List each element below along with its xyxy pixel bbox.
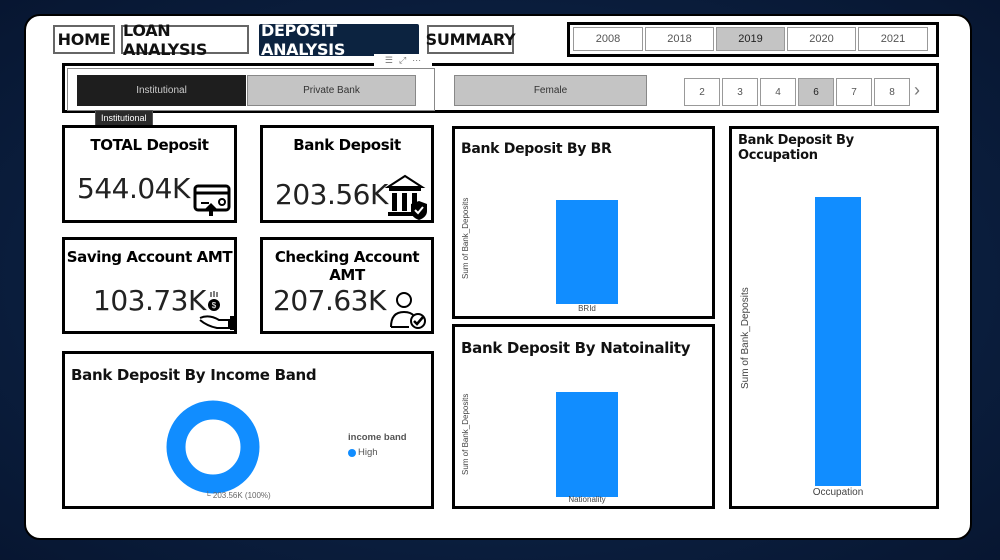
donut-slice-high[interactable] [166,400,260,494]
x-axis-label: Occupation [812,487,864,498]
kpi-title: Bank Deposit [293,136,401,154]
number-option-8[interactable]: 8 [874,78,910,106]
legend-marker [348,448,356,457]
tab-loan-analysis[interactable]: LOAN ANALYSIS [121,21,249,59]
slicer-option-female[interactable]: Female [454,75,647,106]
x-axis-label: Nationality [568,495,606,504]
focus-mode-icon[interactable]: ⤢ [398,55,407,65]
client-type-slicer [67,68,435,111]
legend-label: High [358,447,378,458]
year-option-2020[interactable]: 2020 [787,27,856,51]
bar[interactable] [815,197,861,486]
year-option-2018[interactable]: 2018 [645,27,714,51]
user-check-icon [390,292,426,329]
number-option-4[interactable]: 4 [760,78,796,106]
kpi-saving-account-amt: Saving Account AMT 103.73K $ [62,237,237,334]
year-slicer [567,22,939,57]
filter-icon[interactable]: ☰ [384,55,393,65]
chart-title: Bank Deposit By Occupation [738,133,854,163]
kpi-title: TOTAL Deposit [90,136,209,154]
chart-title: Bank Deposit By BR [461,141,612,157]
slicer-option-institutional[interactable]: Institutional [77,75,246,106]
number-option-3[interactable]: 3 [722,78,758,106]
kpi-value: 203.56K [275,178,388,211]
donut-data-label: └ 203.56K (100%) [205,491,271,500]
legend-title: income band [348,432,407,443]
visual-header: ☰ ⤢ ⋯ [374,54,432,67]
year-option-2021[interactable]: 2021 [858,27,928,51]
kpi-total-deposit: TOTAL Deposit 544.04K [62,125,237,223]
hand-coin-icon: $ [199,291,235,330]
number-option-2[interactable]: 2 [684,78,720,106]
chart-bank-deposit-by-occupation: Bank Deposit By Occupation Sum of Bank_D… [729,126,939,509]
tab-deposit-analysis[interactable]: DEPOSIT ANALYSIS [259,21,419,59]
chart-bank-deposit-by-br: Bank Deposit By BR Sum of Bank_Deposits … [452,126,715,319]
kpi-value: 103.73K [93,284,206,317]
donut-chart [166,400,260,494]
legend-item-high[interactable]: High [348,447,378,458]
kpi-title: Checking Account AMT [274,248,420,284]
slicer-option-private-bank[interactable]: Private Bank [247,75,416,106]
tab-home[interactable]: HOME [53,25,115,54]
year-option-2019[interactable]: 2019 [716,27,785,51]
kpi-bank-deposit: Bank Deposit 203.56K [260,125,434,223]
chart-income-band: Bank Deposit By Income Band └ 203.56K (1… [62,351,434,509]
y-axis-label: Sum of Bank_Deposits [461,393,470,475]
chart-title: Bank Deposit By Natoinality [461,339,691,357]
chart-title: Bank Deposit By Income Band [71,366,317,384]
data-label-text: 203.56K (100%) [212,491,271,500]
slicer-panel [62,63,939,113]
year-option-2008[interactable]: 2008 [573,27,643,51]
tooltip: Institutional [95,110,153,126]
chevron-right-icon[interactable]: › [914,80,920,100]
svg-text:$: $ [212,301,217,310]
x-axis-label: BRId [578,304,596,313]
more-options-icon[interactable]: ⋯ [412,55,422,65]
number-option-6[interactable]: 6 [798,78,834,106]
kpi-value: 207.63K [273,284,386,317]
kpi-value: 544.04K [77,172,190,205]
bar[interactable] [556,392,618,497]
number-option-7[interactable]: 7 [836,78,872,106]
bar[interactable] [556,200,618,304]
y-axis-label: Sum of Bank_Deposits [740,287,751,389]
chart-bank-deposit-by-nationality: Bank Deposit By Natoinality Sum of Bank_… [452,324,715,509]
kpi-checking-account-amt: Checking Account AMT 207.63K [260,237,434,334]
bank-icon [385,174,427,220]
y-axis-label: Sum of Bank_Deposits [461,197,470,279]
card-icon [193,184,231,216]
tab-summary[interactable]: SUMMARY [426,25,516,54]
kpi-title: Saving Account AMT [66,248,233,266]
